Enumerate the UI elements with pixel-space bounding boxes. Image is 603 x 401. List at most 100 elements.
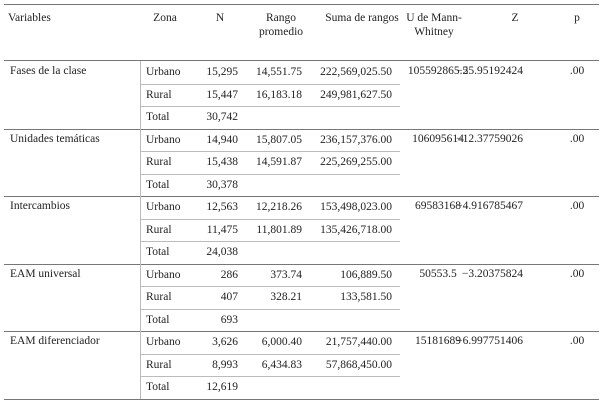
cell: 30,378 <box>206 178 238 191</box>
cell: 6,000.40 <box>261 336 302 348</box>
cell: 222,569,025.50 <box>320 66 392 78</box>
rule <box>4 60 599 61</box>
row-rule <box>140 106 400 107</box>
col-rule <box>140 331 141 399</box>
cell: Rural <box>146 291 172 303</box>
row-rule <box>140 218 400 220</box>
cell: 11,801.89 <box>256 223 302 236</box>
cell: 21,757,440.00 <box>325 336 392 348</box>
row-rule <box>140 151 400 152</box>
variable: EAM diferenciador <box>10 335 100 347</box>
cell: Total <box>146 381 170 393</box>
cell: 3,626 <box>212 336 238 348</box>
cell: 11,475 <box>206 223 238 236</box>
cell: 15,438 <box>206 156 238 168</box>
cell: Urbano <box>146 201 181 213</box>
z-value: −25.95192424 <box>456 65 523 77</box>
cell: Urbano <box>146 66 181 78</box>
header-cell: p <box>574 12 580 24</box>
cell: 135,426,718.00 <box>320 223 392 236</box>
cell: 14,551.75 <box>256 66 302 78</box>
header-cell: Suma de rangos <box>325 12 399 24</box>
cell: 57,868,450.00 <box>325 358 392 371</box>
header-cell: Rango promedio <box>258 12 304 38</box>
variable: EAM universal <box>10 267 81 280</box>
variable: Unidades temáticas <box>10 132 100 145</box>
cell: Rural <box>146 223 172 236</box>
cell: 12,218.26 <box>256 201 302 213</box>
u-value: 50553.5 <box>419 267 457 280</box>
p-value: .00 <box>569 200 585 212</box>
cell: 249,981,627.50 <box>320 88 392 101</box>
cell: 106,889.50 <box>340 268 392 281</box>
cell: 8,993 <box>212 358 238 371</box>
p-value: .00 <box>569 65 585 77</box>
z-value: −3.20375824 <box>461 267 523 280</box>
z-value: −4.916785467 <box>456 200 523 212</box>
cell: 15,447 <box>206 88 238 101</box>
row-rule <box>140 241 400 242</box>
col-rule <box>140 128 141 196</box>
cell: 24,038 <box>206 246 238 258</box>
row-rule <box>140 353 400 355</box>
cell: Rural <box>146 88 172 101</box>
cell: 153,498,023.00 <box>320 201 392 213</box>
cell: Rural <box>146 156 172 168</box>
cell: 15,807.05 <box>256 133 302 146</box>
cell: 407 <box>220 291 238 303</box>
cell: 328.21 <box>270 291 302 303</box>
cell: 225,269,255.00 <box>320 156 392 168</box>
header-cell: N <box>215 12 225 24</box>
cell: 14,940 <box>206 133 238 146</box>
col-rule <box>140 263 141 331</box>
cell: 693 <box>220 313 238 326</box>
cell: 30,742 <box>206 111 238 123</box>
cell: 16,183.18 <box>256 88 302 101</box>
header-cell: Zona <box>153 12 177 24</box>
cell: 133,581.50 <box>340 291 392 303</box>
group-rule <box>4 331 599 332</box>
col-rule <box>140 196 141 264</box>
z-value: −12.37759026 <box>456 132 523 145</box>
rule <box>4 4 599 5</box>
cell: Rural <box>146 358 172 371</box>
group-rule <box>4 128 599 130</box>
row-rule <box>140 286 400 287</box>
cell: Total <box>146 246 170 258</box>
cell: 373.74 <box>270 268 302 281</box>
p-value: .00 <box>569 132 585 145</box>
group-rule <box>4 263 599 265</box>
u-value: 69583168 <box>415 200 461 212</box>
cell: 236,157,376.00 <box>320 133 392 146</box>
header-cell: U de Mann-Whitney <box>406 12 462 38</box>
variable: Fases de la clase <box>10 65 87 77</box>
row-rule <box>140 173 400 175</box>
z-value: −6.997751406 <box>456 335 523 347</box>
cell: 286 <box>220 268 238 281</box>
cell: 15,295 <box>206 66 238 78</box>
cell: Urbano <box>146 268 181 281</box>
cell: 12,619 <box>206 381 238 393</box>
cell: Urbano <box>146 336 181 348</box>
u-value: 15181689 <box>415 335 461 347</box>
p-value: .00 <box>569 267 585 280</box>
variable: Intercambios <box>10 200 71 212</box>
cell: Total <box>146 178 170 191</box>
row-rule <box>140 83 400 85</box>
p-value: .00 <box>569 335 585 347</box>
cell: 14,591.87 <box>256 156 302 168</box>
cell: Total <box>146 111 170 123</box>
cell: Total <box>146 313 170 326</box>
u-value: 106095614 <box>412 132 464 145</box>
row-rule <box>140 376 400 377</box>
cell: Urbano <box>146 133 181 146</box>
cell: 12,563 <box>206 201 238 213</box>
col-rule <box>140 61 141 129</box>
u-value: 105592865.5 <box>407 65 469 77</box>
cell: 6,434.83 <box>261 358 302 371</box>
group-rule <box>4 398 599 400</box>
header-cell: Variables <box>8 12 51 24</box>
header-cell: Z <box>511 12 519 24</box>
group-rule <box>4 196 599 197</box>
